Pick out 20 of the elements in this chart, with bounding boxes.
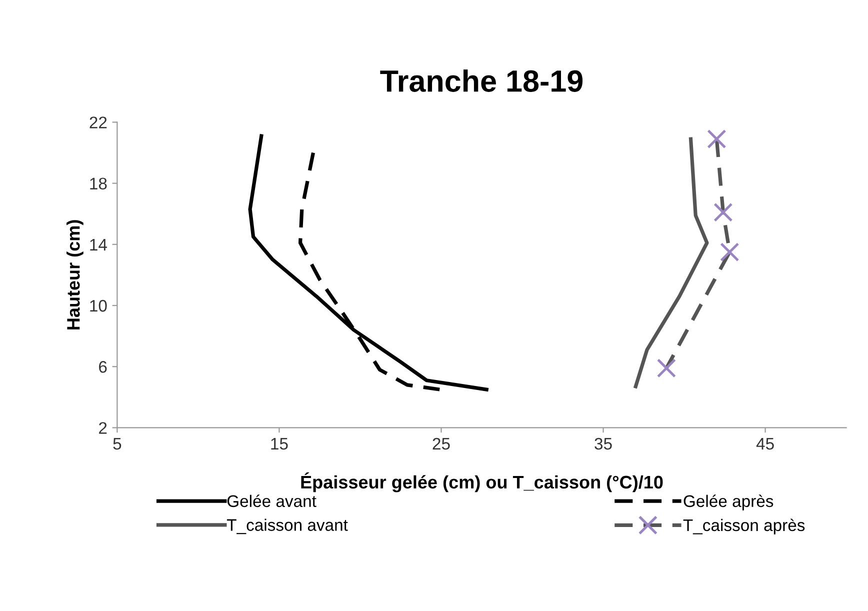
y-tick-label: 2 bbox=[99, 422, 107, 434]
chart-title: Tranche 18-19 bbox=[380, 70, 583, 92]
y-tick-label: 22 bbox=[90, 116, 107, 128]
y-tick-label: 6 bbox=[99, 361, 107, 373]
legend-label: Gelée avant bbox=[227, 494, 316, 508]
y-axis-title: Hauteur (cm) bbox=[66, 220, 84, 330]
x-tick-label: 25 bbox=[432, 438, 450, 450]
x-tick-label: 45 bbox=[756, 438, 774, 450]
x-tick-label: 5 bbox=[113, 438, 122, 450]
y-tick-label: 18 bbox=[90, 178, 107, 190]
x-axis-title: Épaisseur gelée (cm) ou T_caisson (°C)/10 bbox=[301, 472, 663, 492]
y-tick-label: 14 bbox=[90, 238, 107, 250]
y-tick-label: 10 bbox=[90, 300, 107, 312]
x-tick-label: 35 bbox=[594, 438, 612, 450]
legend-label: T_caisson après bbox=[683, 518, 805, 534]
legend-label: T_caisson avant bbox=[226, 518, 348, 534]
x-tick-label: 15 bbox=[271, 438, 288, 450]
line-series bbox=[248, 134, 488, 392]
line-series bbox=[634, 137, 709, 388]
legend-label: Gelée après bbox=[684, 494, 774, 510]
